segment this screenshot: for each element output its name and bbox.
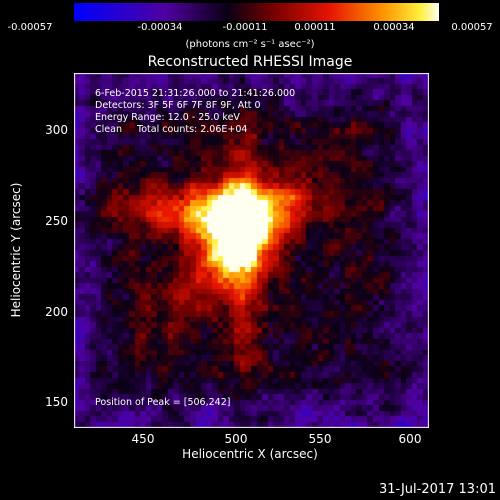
y-tick: 200 (45, 305, 68, 319)
colorbar-tick: 0.00034 (373, 22, 415, 33)
observation-info: 6-Feb-2015 21:31:26.000 to 21:41:26.000 … (95, 88, 295, 136)
algorithm-counts: Clean Total counts: 2.06E+04 (95, 124, 248, 135)
x-tick: 550 (308, 432, 332, 446)
x-axis-label: Heliocentric X (arcsec) (182, 447, 318, 461)
colorbar-ticks: -0.00057 -0.00034 -0.00011 0.00011 0.000… (0, 22, 500, 36)
y-tick: 150 (45, 395, 68, 409)
y-tick: 250 (45, 214, 68, 228)
colorbar-tick: 0.00057 (451, 22, 493, 33)
colorbar-tick: -0.00057 (7, 22, 53, 33)
colorbar-tick: -0.00011 (222, 22, 268, 33)
energy-range: Energy Range: 12.0 - 25.0 keV (95, 112, 240, 123)
x-tick: 600 (398, 432, 422, 446)
y-tick: 300 (45, 123, 68, 137)
detectors: Detectors: 3F 5F 6F 7F 8F 9F, Att 0 (95, 100, 261, 111)
x-tick: 450 (131, 432, 155, 446)
x-tick: 500 (224, 432, 248, 446)
plot-title: Reconstructed RHESSI Image (147, 54, 353, 70)
y-axis-ticks: 150 200 250 300 (0, 0, 72, 500)
image-plot (74, 73, 429, 428)
colorbar (74, 3, 439, 21)
colorbar-tick: 0.00011 (294, 22, 336, 33)
x-axis-ticks: 450 500 550 600 (0, 432, 500, 446)
timestamp: 31-Jul-2017 13:01 (378, 482, 496, 497)
time-range: 6-Feb-2015 21:31:26.000 to 21:41:26.000 (95, 88, 296, 99)
peak-position: Position of Peak = [506,242] (95, 397, 231, 408)
y-axis-label: Heliocentric Y (arcsec) (9, 182, 23, 318)
colorbar-units: (photons cm⁻² s⁻¹ asec⁻²) (185, 39, 315, 50)
colorbar-tick: -0.00034 (137, 22, 183, 33)
